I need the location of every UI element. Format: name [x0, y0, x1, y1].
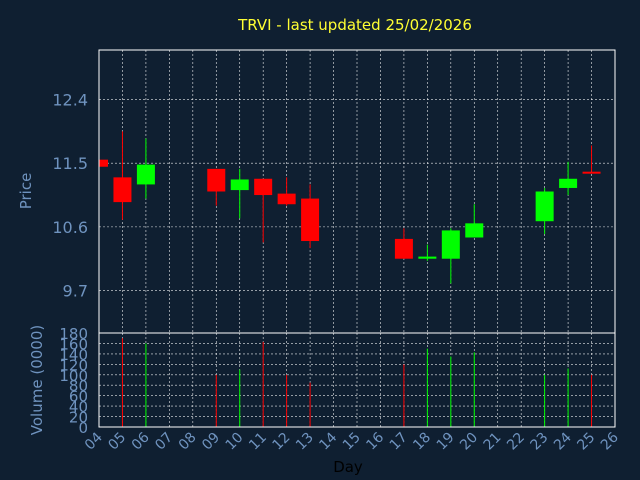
- candle-day-11: [254, 178, 273, 243]
- candle-body: [230, 179, 249, 191]
- candle-day-13: [301, 184, 320, 249]
- candle-day-19: [441, 228, 460, 284]
- candle-body: [99, 159, 108, 167]
- x-tick-label: 16: [363, 429, 387, 453]
- x-axis-label: Day: [333, 458, 363, 476]
- price-axis-label: Price: [17, 173, 35, 210]
- candle-body: [113, 177, 132, 203]
- x-tick-label: 20: [457, 430, 481, 454]
- candle-day-12: [277, 177, 296, 206]
- candle-body: [582, 171, 601, 174]
- candle-body: [277, 193, 296, 205]
- candle-body: [254, 178, 273, 196]
- candle-body: [559, 178, 578, 188]
- x-tick-label: 21: [481, 430, 505, 454]
- volume-y-tick-label: 0: [78, 419, 88, 437]
- x-tick-label: 10: [223, 430, 247, 454]
- x-tick-label: 12: [270, 430, 294, 454]
- candle-day-9: [207, 168, 226, 206]
- volume-y-tick-label: 60: [69, 388, 88, 406]
- candle-day-5: [113, 131, 132, 220]
- x-tick-label: 09: [199, 430, 223, 454]
- candle-day-24: [559, 161, 578, 196]
- chart-title: TRVI - last updated 25/02/2026: [237, 16, 472, 34]
- volume-axis-label: Volume (0000): [28, 325, 46, 435]
- volume-y-tick-label: 20: [69, 409, 88, 427]
- x-tick-label: 08: [176, 430, 200, 454]
- volume-panel-frame: [98, 332, 616, 428]
- candle-body: [394, 238, 413, 259]
- candle-day-23: [535, 187, 554, 234]
- x-tick-label: 25: [574, 430, 598, 454]
- volume-y-tick-label: 120: [59, 356, 88, 374]
- candle-day-10: [230, 168, 249, 219]
- volume-y-tick-label: 80: [69, 377, 88, 395]
- volume-y-tick-label: 40: [69, 398, 88, 416]
- volume-y-tick-label: 180: [59, 325, 88, 343]
- x-tick-label: 11: [246, 430, 270, 454]
- candle-day-18: [418, 244, 437, 261]
- price-y-tick-label: 10.6: [52, 218, 88, 237]
- candle-body: [441, 230, 460, 259]
- candle-body: [418, 256, 437, 259]
- candle-day-6: [136, 138, 155, 199]
- price-y-tick-label: 12.4: [52, 91, 88, 110]
- x-tick-label: 18: [410, 430, 434, 454]
- x-tick-label: 07: [152, 430, 176, 454]
- volume-grid: [98, 333, 616, 427]
- candle-day-25: [582, 145, 601, 174]
- candle-day-17: [394, 228, 413, 259]
- candle-body: [535, 191, 554, 222]
- volume-y-tick-label: 100: [59, 367, 88, 385]
- candle-body: [207, 168, 226, 192]
- x-tick-label: 26: [598, 429, 622, 453]
- volume-bars: [121, 338, 593, 427]
- x-tick-label: 22: [504, 430, 528, 454]
- x-tick-label: 24: [551, 429, 575, 453]
- candles: [98, 131, 601, 284]
- candle-day-20: [465, 204, 484, 238]
- candle-body: [136, 164, 155, 185]
- price-y-tick-label: 11.5: [52, 154, 88, 173]
- price-y-ticks: 12.4 11.5 10.6 9.7: [52, 91, 88, 301]
- x-tick-label: 15: [340, 430, 364, 454]
- candle-body: [465, 223, 484, 238]
- x-ticks: 04 05 06 07 08 09 10 11 12 13 14 15 16 17 18 19 20 21 22 23…: [82, 429, 622, 453]
- x-tick-label: 23: [528, 430, 552, 454]
- price-y-tick-label: 9.7: [63, 282, 88, 301]
- x-tick-label: 14: [316, 429, 340, 453]
- x-tick-label: 19: [434, 430, 458, 454]
- candle-body: [301, 198, 320, 242]
- x-tick-label: 06: [129, 429, 153, 453]
- x-tick-label: 05: [105, 430, 129, 454]
- x-tick-label: 17: [387, 430, 411, 454]
- candle-day-4: [98, 159, 108, 167]
- volume-y-tick-label: 160: [59, 335, 88, 353]
- x-tick-label: 13: [293, 430, 317, 454]
- volume-y-tick-label: 140: [59, 346, 88, 364]
